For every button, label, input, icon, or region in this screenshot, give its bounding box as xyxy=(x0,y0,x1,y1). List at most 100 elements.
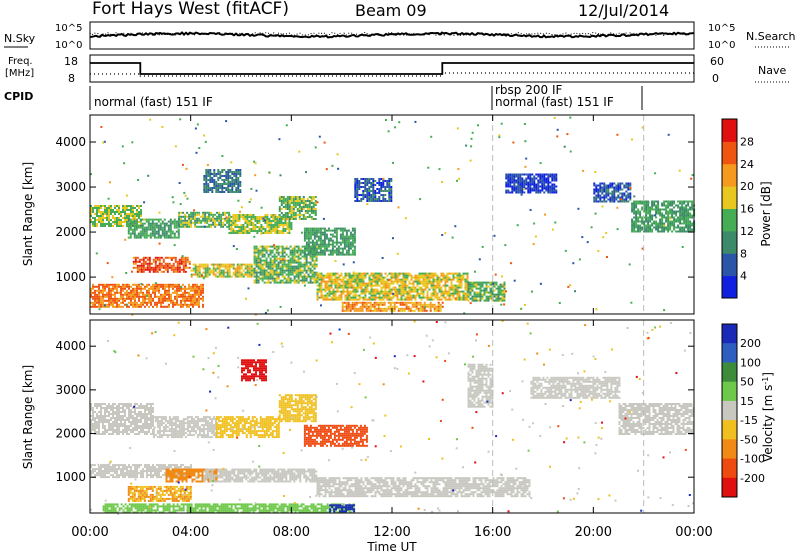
power-cell xyxy=(454,290,457,293)
power-cell xyxy=(273,261,276,264)
power-cell xyxy=(239,169,242,171)
power-cell xyxy=(667,230,670,233)
power-cell xyxy=(607,192,610,195)
power-cell xyxy=(122,287,124,290)
power-cell xyxy=(283,259,286,262)
power-cell xyxy=(227,175,230,177)
power-cell xyxy=(403,303,406,306)
power-cell xyxy=(372,178,375,180)
power-cell xyxy=(390,274,393,277)
power-cell xyxy=(240,273,243,276)
power-cell xyxy=(354,290,357,293)
power-cell xyxy=(302,196,305,198)
power-cell xyxy=(432,278,435,281)
power-cell xyxy=(397,307,400,310)
power-cell xyxy=(232,228,235,230)
power-cell xyxy=(621,188,624,191)
power-cell xyxy=(145,232,148,235)
power-cell xyxy=(388,192,391,194)
power-cell xyxy=(351,253,354,256)
power-cell xyxy=(481,285,484,288)
power-cell xyxy=(293,267,296,270)
power-cell xyxy=(529,179,532,182)
power-cell xyxy=(172,268,175,271)
power-cell xyxy=(645,226,648,229)
power-cell xyxy=(553,189,556,192)
power-cell xyxy=(687,210,690,213)
power-cell xyxy=(318,286,321,289)
power-cell xyxy=(432,280,435,283)
power-cell xyxy=(374,180,377,182)
power-cell xyxy=(325,245,328,248)
power-cell xyxy=(595,186,598,189)
power-cell xyxy=(595,194,598,197)
power-cell xyxy=(237,177,240,179)
power-cell xyxy=(267,263,270,266)
power-cell xyxy=(509,173,512,176)
power-cell xyxy=(517,181,520,184)
power-cell xyxy=(152,285,154,288)
power-cell xyxy=(96,215,98,217)
power-cell xyxy=(141,224,144,227)
power-cell xyxy=(128,213,130,215)
power-cell xyxy=(418,278,421,281)
power-cell xyxy=(384,294,387,297)
power-cell xyxy=(403,301,406,304)
power-cell xyxy=(356,282,359,285)
power-cell xyxy=(667,220,670,223)
power-cell xyxy=(221,175,224,177)
power-cell xyxy=(207,183,210,185)
power-cell xyxy=(374,198,377,200)
power-cell xyxy=(360,290,363,293)
power-cell xyxy=(231,177,234,179)
power-cell xyxy=(362,290,365,293)
power-cell xyxy=(372,278,375,281)
power-cell xyxy=(471,297,474,300)
power-cell xyxy=(424,284,427,287)
power-cell xyxy=(345,233,348,236)
power-cell xyxy=(313,277,316,280)
power-cell xyxy=(511,177,514,180)
power-cell xyxy=(110,283,112,286)
power-cell xyxy=(269,263,272,266)
power-cell xyxy=(301,265,304,268)
power-cell xyxy=(261,275,264,278)
power-cell xyxy=(324,282,327,285)
power-cell xyxy=(343,235,346,238)
power-cell xyxy=(222,213,225,216)
power-cell xyxy=(164,295,166,298)
power-cell xyxy=(286,198,289,200)
power-cell xyxy=(464,298,467,301)
power-cell xyxy=(151,228,154,231)
power-cell xyxy=(372,280,375,283)
power-cell xyxy=(210,263,213,266)
power-cell xyxy=(673,202,676,205)
power-cell xyxy=(159,226,162,229)
power-cell xyxy=(376,296,379,299)
power-cell xyxy=(639,202,642,205)
power-cell xyxy=(639,214,642,217)
power-cell xyxy=(339,235,342,238)
power-cell xyxy=(687,220,690,223)
power-cell xyxy=(311,241,314,244)
power-cell xyxy=(673,224,676,227)
power-cell xyxy=(284,212,287,214)
power-cell xyxy=(240,216,243,218)
power-cell xyxy=(104,205,106,207)
power-cell xyxy=(124,209,126,211)
power-cell xyxy=(269,259,272,262)
power-cell xyxy=(354,182,357,184)
power-cell xyxy=(236,271,239,274)
power-cell xyxy=(302,202,305,204)
power-cell xyxy=(489,289,492,292)
power-cell xyxy=(194,287,196,290)
power-cell xyxy=(683,208,686,211)
power-cell xyxy=(394,280,397,283)
power-cell xyxy=(147,220,150,223)
power-cell xyxy=(190,225,193,228)
power-cell xyxy=(161,232,164,235)
power-cell xyxy=(337,247,340,250)
power-cell xyxy=(98,305,100,308)
power-cell xyxy=(161,222,164,225)
power-cell xyxy=(242,226,245,228)
